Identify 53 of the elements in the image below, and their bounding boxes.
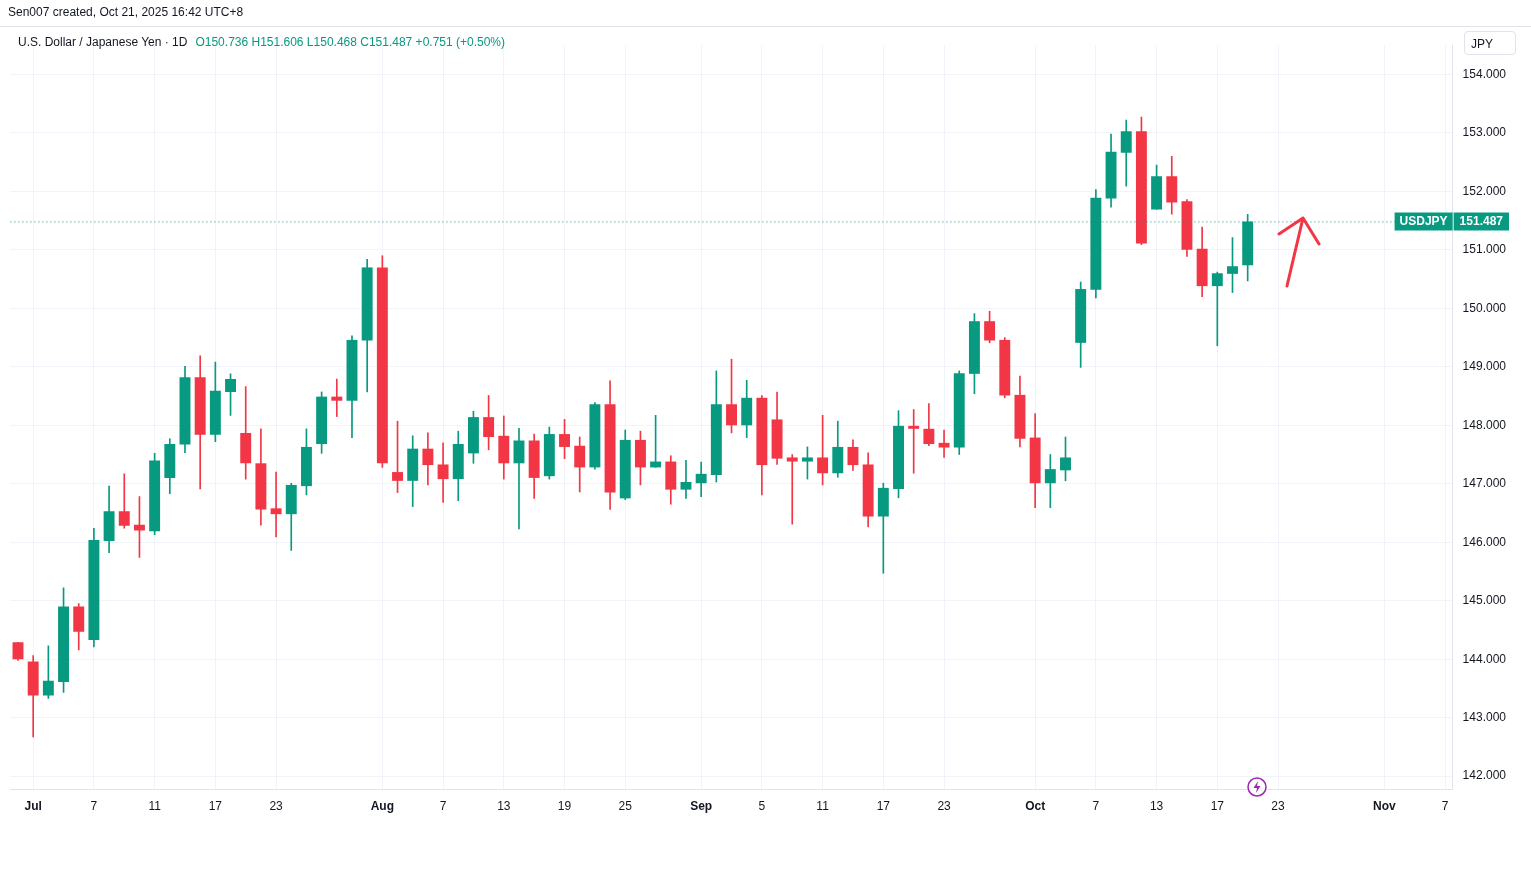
x-tick-label: 17 [1210,799,1225,814]
candlestick [1044,454,1056,509]
y-tick-label: 144.000 [1462,651,1507,666]
y-tick-label: 153.000 [1462,125,1507,140]
candlestick [118,473,130,529]
x-tick-label: Oct [1025,799,1046,814]
x-tick-label: 17 [208,799,223,814]
text: Sen007 created, Oct 21, 2025 16:42 UTC+8 [8,5,244,19]
chart-subtitle: O150.736 H151.606 L150.468 C151.487 +0.751 (+0.50%) [195,35,506,49]
candlestick [270,471,282,538]
y-tick-label: 152.000 [1462,183,1507,198]
candlestick [786,454,798,525]
candlestick [680,460,692,499]
candlestick [938,429,950,458]
y-tick-label: 148.000 [1462,417,1507,432]
text: JPY [1464,31,1516,55]
x-tick-label: 13 [1149,799,1164,814]
x-tick-label: Nov [1372,799,1396,814]
candlestick [908,409,920,474]
candlestick [1211,271,1223,347]
x-tick-label: 7 [90,799,98,814]
y-tick-label: 151.000 [1462,242,1507,257]
y-tick-label: 149.000 [1462,359,1507,374]
ref-line-label: USDJPY [1399,213,1448,228]
x-tick-label: 7 [1441,799,1449,814]
candlestick [513,427,525,530]
y-tick-label: 146.000 [1462,534,1507,549]
y-tick-label: 147.000 [1462,476,1507,491]
x-tick-label: 11 [816,799,830,814]
x-tick-label: 11 [148,799,162,814]
y-tick-label: 145.000 [1462,593,1507,608]
candlestick [437,442,449,503]
x-tick-label: 23 [937,799,952,814]
x-tick-label: 7 [439,799,447,814]
candlestick [695,461,707,497]
x-tick-label: 23 [1271,799,1286,814]
chart-title: U.S. Dollar / Japanese Yen · 1D [18,35,188,49]
text: 151.487 [1459,213,1504,228]
y-tick-label: 150.000 [1462,300,1507,315]
x-tick-label: 7 [1092,799,1100,814]
x-tick-label: 23 [269,799,284,814]
x-tick-label: Sep [690,799,713,814]
x-tick-label: Aug [370,799,395,814]
x-tick-label: 19 [557,799,572,814]
x-tick-label: Jul [24,799,42,814]
y-tick-label: 154.000 [1462,66,1507,81]
y-tick-label: 142.000 [1462,768,1507,783]
y-tick-label: 143.000 [1462,709,1507,724]
x-tick-label: 13 [497,799,511,814]
x-tick-label: 25 [618,799,633,814]
candlestick [331,378,343,417]
x-tick-label: 17 [876,799,891,814]
x-tick-label: 5 [758,799,766,814]
